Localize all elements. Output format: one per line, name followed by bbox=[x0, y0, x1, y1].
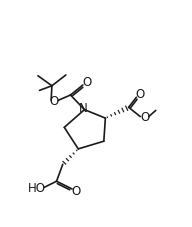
Text: O: O bbox=[136, 89, 145, 101]
Text: O: O bbox=[140, 111, 150, 124]
Text: O: O bbox=[82, 76, 91, 89]
Text: O: O bbox=[71, 185, 81, 198]
Text: HO: HO bbox=[27, 182, 45, 195]
Text: N: N bbox=[79, 102, 88, 115]
Text: O: O bbox=[50, 95, 59, 108]
